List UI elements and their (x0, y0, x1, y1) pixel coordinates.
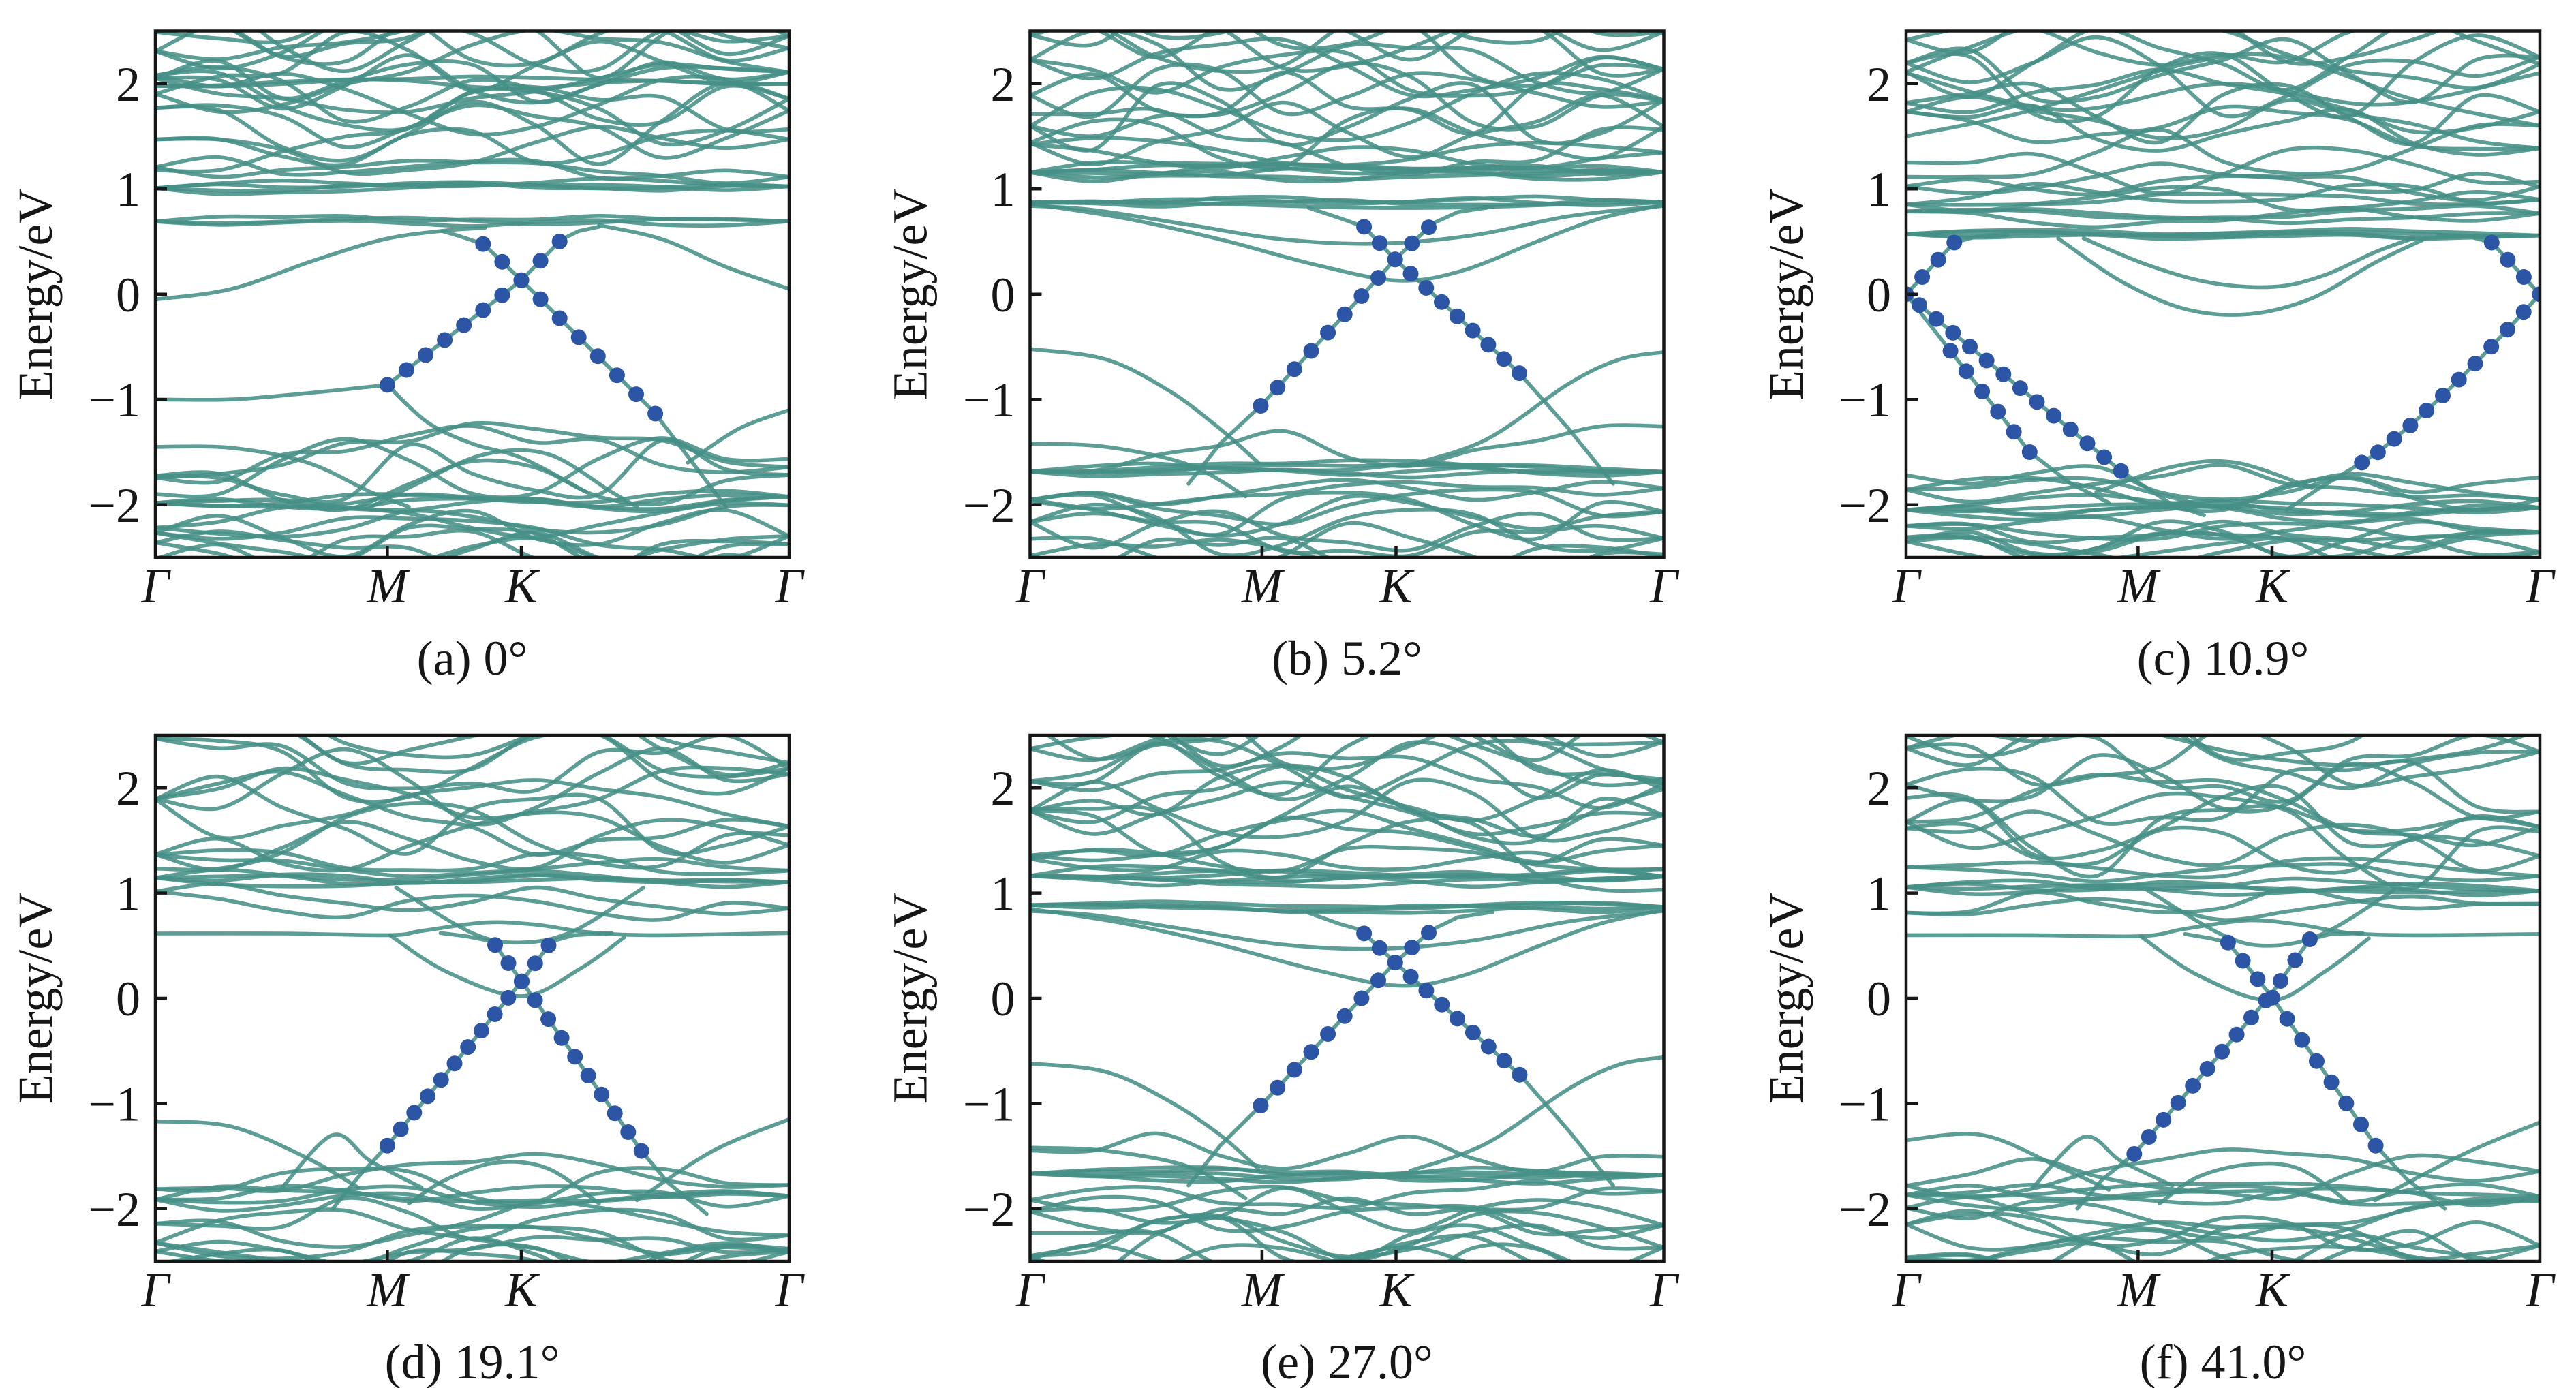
svg-text:−2: −2 (1839, 478, 1891, 533)
svg-text:2: 2 (116, 57, 140, 112)
svg-text:2: 2 (991, 761, 1015, 816)
svg-text:Γ: Γ (1892, 1263, 1922, 1317)
svg-text:Energy/eV: Energy/eV (8, 189, 63, 401)
svg-text:2: 2 (1867, 761, 1891, 816)
svg-text:−2: −2 (88, 478, 140, 533)
svg-text:0: 0 (116, 268, 140, 322)
svg-text:K: K (504, 1263, 540, 1317)
svg-text:K: K (1379, 559, 1415, 613)
svg-text:Γ: Γ (1015, 1263, 1046, 1317)
svg-text:M: M (366, 1263, 410, 1317)
svg-text:0: 0 (1867, 268, 1891, 322)
svg-text:(b) 5.2°: (b) 5.2° (1272, 631, 1422, 685)
svg-text:−2: −2 (963, 1182, 1015, 1237)
svg-text:−1: −1 (963, 1077, 1015, 1131)
svg-text:Γ: Γ (141, 1263, 172, 1317)
svg-text:−1: −1 (88, 373, 140, 427)
svg-text:K: K (2255, 559, 2291, 613)
svg-text:(e) 27.0°: (e) 27.0° (1261, 1335, 1433, 1388)
svg-text:M: M (2117, 559, 2161, 613)
svg-text:Energy/eV: Energy/eV (8, 893, 63, 1105)
svg-text:Γ: Γ (1649, 1263, 1680, 1317)
svg-text:K: K (2255, 1263, 2291, 1317)
svg-text:1: 1 (991, 867, 1015, 921)
svg-text:(d) 19.1°: (d) 19.1° (385, 1335, 560, 1388)
svg-text:(c) 10.9°: (c) 10.9° (2137, 631, 2310, 685)
svg-text:1: 1 (1867, 867, 1891, 921)
svg-text:Γ: Γ (775, 559, 806, 613)
svg-text:Γ: Γ (141, 559, 172, 613)
svg-text:1: 1 (1867, 162, 1891, 217)
svg-text:M: M (2117, 1263, 2161, 1317)
svg-text:Γ: Γ (1015, 559, 1046, 613)
svg-text:Energy/eV: Energy/eV (1759, 893, 1813, 1105)
svg-text:−2: −2 (1839, 1182, 1891, 1237)
svg-text:0: 0 (1867, 972, 1891, 1026)
svg-text:−1: −1 (963, 373, 1015, 427)
svg-text:−1: −1 (1839, 373, 1891, 427)
svg-text:2: 2 (116, 761, 140, 816)
svg-text:−1: −1 (88, 1077, 140, 1131)
svg-text:M: M (366, 559, 410, 613)
svg-text:−2: −2 (963, 478, 1015, 533)
svg-text:1: 1 (116, 867, 140, 921)
svg-text:Energy/eV: Energy/eV (883, 893, 938, 1105)
svg-text:0: 0 (991, 268, 1015, 322)
svg-text:Γ: Γ (2526, 1263, 2556, 1317)
svg-text:Γ: Γ (775, 1263, 806, 1317)
svg-text:Γ: Γ (1649, 559, 1680, 613)
svg-text:K: K (1379, 1263, 1415, 1317)
svg-text:1: 1 (991, 162, 1015, 217)
svg-text:Γ: Γ (2526, 559, 2556, 613)
svg-text:Energy/eV: Energy/eV (1759, 189, 1813, 401)
svg-text:2: 2 (1867, 57, 1891, 112)
svg-text:0: 0 (116, 972, 140, 1026)
svg-text:(f) 41.0°: (f) 41.0° (2140, 1335, 2307, 1388)
svg-text:K: K (504, 559, 540, 613)
svg-text:Energy/eV: Energy/eV (883, 189, 938, 401)
svg-text:M: M (1241, 559, 1285, 613)
svg-text:−1: −1 (1839, 1077, 1891, 1131)
svg-text:M: M (1241, 1263, 1285, 1317)
svg-text:2: 2 (991, 57, 1015, 112)
svg-text:Γ: Γ (1892, 559, 1922, 613)
svg-text:(a) 0°: (a) 0° (417, 631, 528, 685)
svg-text:−2: −2 (88, 1182, 140, 1237)
svg-text:0: 0 (991, 972, 1015, 1026)
svg-text:1: 1 (116, 162, 140, 217)
